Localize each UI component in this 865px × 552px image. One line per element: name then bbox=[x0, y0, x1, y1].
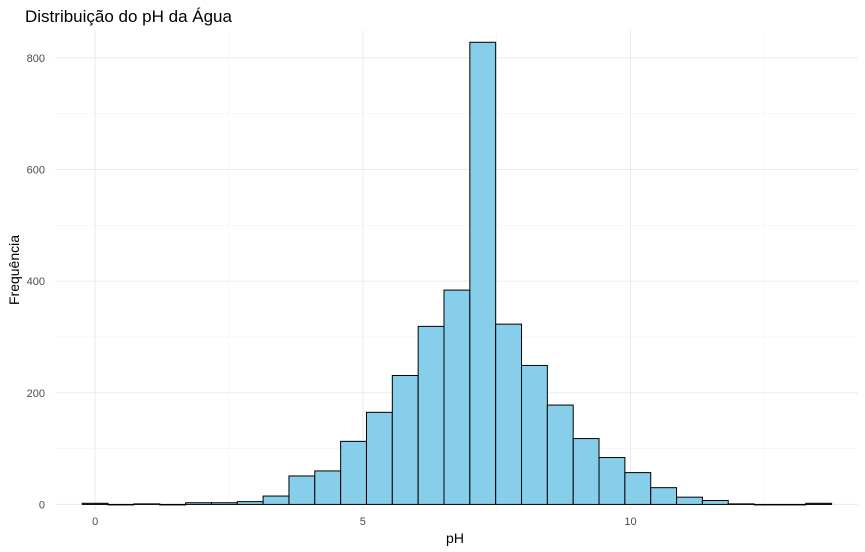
histogram-bar bbox=[521, 364, 548, 505]
histogram-bar bbox=[159, 503, 187, 506]
histogram-bar bbox=[236, 501, 264, 505]
histogram-bar bbox=[185, 502, 212, 505]
histogram-bar bbox=[779, 503, 807, 506]
histogram-bar bbox=[262, 495, 290, 505]
x-axis-ticks: 0 5 10 bbox=[92, 516, 637, 528]
histogram-bar bbox=[107, 503, 135, 506]
y-tick-label: 800 bbox=[27, 53, 45, 65]
histogram-bar bbox=[495, 323, 523, 505]
histogram-bar bbox=[650, 487, 678, 505]
histogram-bar bbox=[469, 41, 497, 505]
histogram-bar bbox=[701, 500, 729, 505]
histogram-bar bbox=[624, 472, 652, 505]
x-tick-label: 0 bbox=[92, 516, 98, 528]
y-tick-label: 200 bbox=[27, 388, 45, 400]
histogram-bar bbox=[210, 502, 238, 505]
histogram-bar bbox=[391, 374, 419, 505]
histogram-bar bbox=[365, 411, 393, 505]
histogram-bar bbox=[805, 502, 833, 505]
histogram-bar bbox=[598, 457, 626, 505]
histogram-bar bbox=[753, 503, 781, 506]
y-axis-title: Frequência bbox=[6, 235, 22, 305]
histogram-bar bbox=[546, 404, 574, 505]
y-tick-label: 600 bbox=[27, 165, 45, 177]
histogram-bar bbox=[727, 503, 755, 505]
y-tick-label: 400 bbox=[27, 276, 45, 288]
histogram-bar bbox=[81, 502, 109, 505]
y-tick-label: 0 bbox=[39, 499, 45, 511]
histogram-bar bbox=[314, 470, 342, 505]
histogram-bar bbox=[572, 438, 600, 505]
histogram-bar bbox=[288, 475, 316, 505]
histogram-bar bbox=[417, 325, 445, 505]
x-tick-label: 5 bbox=[360, 516, 366, 528]
y-axis-ticks: 0 200 400 600 800 bbox=[27, 53, 45, 512]
x-axis-title: pH bbox=[446, 530, 464, 546]
histogram-bar bbox=[676, 496, 703, 505]
chart-title: Distribuição do pH da Água bbox=[25, 7, 233, 26]
x-tick-label: 10 bbox=[624, 516, 636, 528]
histogram-bars bbox=[81, 41, 833, 506]
histogram-bar bbox=[340, 440, 367, 505]
histogram-bar bbox=[443, 289, 471, 505]
histogram-bar bbox=[133, 503, 161, 505]
